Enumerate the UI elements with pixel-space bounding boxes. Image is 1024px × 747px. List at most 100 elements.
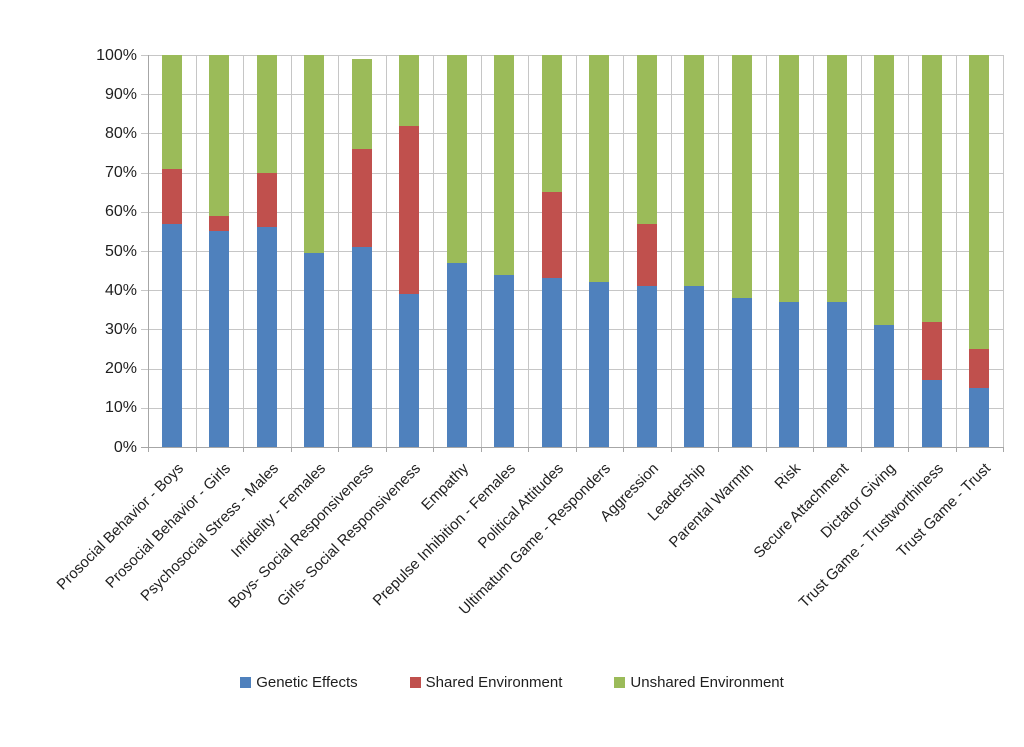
- y-gridline: [141, 407, 1003, 409]
- x-axis-tick: [575, 447, 577, 452]
- bar-segment-unshared-environment: [589, 55, 610, 283]
- y-axis-tick-label: 100%: [96, 46, 137, 64]
- x-axis-category-label: Dictator Giving: [817, 460, 900, 542]
- bar-segment-unshared-environment: [826, 55, 847, 302]
- bar-segment-shared-environment: [209, 215, 230, 232]
- x-gridline: [433, 55, 434, 447]
- legend-item-genetic-effects: Genetic Effects: [240, 674, 358, 691]
- y-gridline: [141, 290, 1003, 292]
- x-axis-tick: [670, 447, 672, 452]
- x-axis-category-label: Trust Game - Trustworthiness: [795, 460, 947, 612]
- x-axis-tick: [433, 447, 434, 452]
- bar-segment-unshared-environment: [731, 55, 752, 299]
- x-gridline: [908, 55, 909, 447]
- y-axis-tick-label: 80%: [104, 124, 137, 142]
- x-axis-category-label: Aggression: [596, 460, 662, 526]
- bar-segment-shared-environment: [541, 192, 562, 279]
- legend-swatch-icon: [240, 677, 252, 688]
- bar-segment-unshared-environment: [779, 55, 800, 302]
- bar-segment-genetic-effects: [304, 252, 325, 447]
- x-axis-tick: [860, 447, 862, 452]
- x-gridline: [575, 55, 577, 447]
- bar-segment-genetic-effects: [399, 294, 420, 447]
- x-axis-tick: [955, 447, 957, 452]
- x-axis-line: [141, 447, 1003, 448]
- x-axis-tick: [480, 447, 482, 452]
- x-axis-category-label: Prosocial Behavior - Girls: [102, 460, 235, 592]
- y-gridline: [141, 329, 1003, 331]
- x-axis-tick: [1003, 447, 1004, 452]
- legend-item-unshared-environment: Unshared Environment: [614, 674, 784, 691]
- bar-segment-shared-environment: [161, 168, 182, 224]
- bar-segment-shared-environment: [636, 223, 657, 287]
- bar-segment-genetic-effects: [969, 388, 990, 447]
- bar-segment-unshared-environment: [161, 55, 182, 169]
- x-gridline: [765, 55, 767, 447]
- bar-segment-unshared-environment: [636, 55, 657, 224]
- bar-segment-unshared-environment: [921, 55, 942, 322]
- bar-segment-genetic-effects: [636, 286, 657, 447]
- chart-legend: Genetic Effects Shared Environment Unshare…: [0, 674, 1024, 691]
- y-axis-tick-label: 10%: [104, 399, 137, 417]
- y-axis-tick-label: 50%: [104, 242, 137, 260]
- y-gridline: [141, 211, 1003, 213]
- bar-segment-genetic-effects: [494, 274, 515, 447]
- y-axis-tick-label: 70%: [104, 164, 137, 182]
- bar-segment-unshared-environment: [446, 55, 467, 263]
- x-gridline: [860, 55, 862, 447]
- bar-segment-genetic-effects: [541, 278, 562, 447]
- bar-segment-genetic-effects: [161, 223, 182, 447]
- y-axis-tick-label: 40%: [104, 281, 137, 299]
- x-axis-category-label: Boys- Social Responsiveness: [225, 460, 377, 612]
- bar-segment-unshared-environment: [256, 55, 277, 173]
- x-gridline: [338, 55, 339, 447]
- y-gridline: [141, 55, 1003, 56]
- bar-segment-genetic-effects: [589, 282, 610, 447]
- x-gridline: [955, 55, 957, 447]
- x-axis-tick: [243, 447, 244, 452]
- legend-label: Unshared Environment: [630, 674, 784, 691]
- y-axis-tick-label: 30%: [104, 320, 137, 338]
- y-axis-tick-label: 90%: [104, 85, 137, 103]
- bar-segment-unshared-environment: [399, 55, 420, 126]
- bar-segment-genetic-effects: [209, 231, 230, 447]
- legend-label: Genetic Effects: [256, 674, 358, 691]
- legend-swatch-icon: [614, 677, 626, 688]
- bar-segment-unshared-environment: [684, 55, 705, 287]
- x-axis-category-label: Girls- Social Responsiveness: [274, 460, 425, 610]
- x-axis-category-label: Trust Game - Trust: [893, 460, 995, 561]
- bar-segment-genetic-effects: [874, 325, 895, 447]
- bar-segment-genetic-effects: [684, 286, 705, 447]
- x-axis-tick: [813, 447, 814, 452]
- x-axis-category-label: Ultimatum Game - Responders: [456, 460, 615, 619]
- x-gridline: [718, 55, 719, 447]
- y-axis-line: [148, 55, 149, 447]
- x-gridline: [385, 55, 387, 447]
- bar-segment-genetic-effects: [446, 262, 467, 447]
- legend-item-shared-environment: Shared Environment: [409, 674, 563, 691]
- bar-segment-shared-environment: [351, 149, 372, 248]
- bar-segment-unshared-environment: [209, 55, 230, 216]
- legend-label: Shared Environment: [425, 674, 563, 691]
- bar-segment-shared-environment: [921, 321, 942, 381]
- x-axis-category-label: Risk: [771, 460, 805, 493]
- x-axis-tick: [290, 447, 292, 452]
- x-axis-tick: [908, 447, 909, 452]
- legend-swatch-icon: [409, 677, 421, 688]
- bar-segment-unshared-environment: [969, 55, 990, 349]
- bar-segment-unshared-environment: [541, 55, 562, 193]
- x-gridline: [528, 55, 529, 447]
- x-gridline: [195, 55, 197, 447]
- x-axis-category-label: Infidelity - Females: [228, 460, 330, 562]
- bar-segment-genetic-effects: [256, 227, 277, 447]
- bar-segment-shared-environment: [399, 125, 420, 295]
- x-axis-category-label: Psychosocial Stress - Males: [137, 460, 282, 605]
- bar-segment-unshared-environment: [874, 55, 895, 326]
- y-gridline: [141, 133, 1003, 135]
- bar-segment-genetic-effects: [921, 380, 942, 447]
- bar-segment-shared-environment: [256, 172, 277, 228]
- x-axis-category-label: Parental Warmth: [665, 460, 757, 552]
- y-axis-tick-label: 0%: [113, 438, 137, 456]
- x-axis-category-label: Empathy: [417, 460, 472, 514]
